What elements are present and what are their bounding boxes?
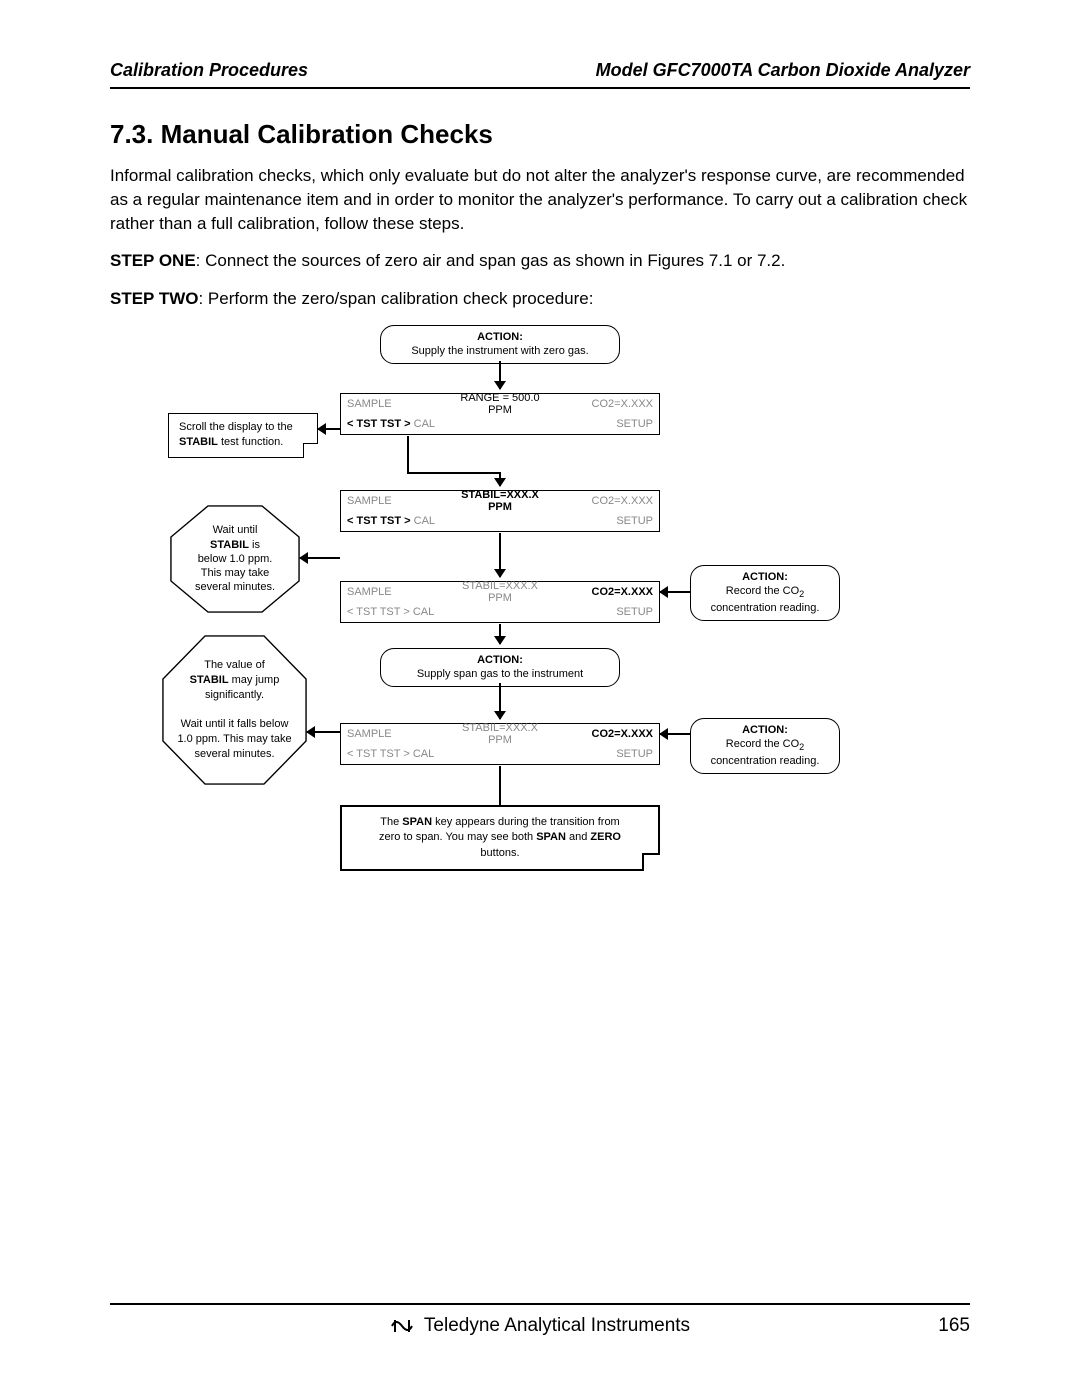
section-title: 7.3. Manual Calibration Checks bbox=[110, 119, 970, 150]
final-note-span-key: The SPAN key appears during the transiti… bbox=[340, 805, 660, 871]
action-record-co2-1: ACTION: Record the CO2 concentration rea… bbox=[690, 565, 840, 621]
intro-paragraph: Informal calibration checks, which only … bbox=[110, 164, 970, 235]
step-two-text: : Perform the zero/span calibration chec… bbox=[198, 289, 593, 308]
action-record-co2-2: ACTION: Record the CO2 concentration rea… bbox=[690, 718, 840, 774]
header-right: Model GFC7000TA Carbon Dioxide Analyzer bbox=[596, 60, 970, 81]
note-scroll-stabil: Scroll the display to the STABIL test fu… bbox=[168, 413, 318, 458]
footer-page-number: 165 bbox=[938, 1315, 970, 1337]
page-header: Calibration Procedures Model GFC7000TA C… bbox=[110, 60, 970, 89]
screen-box-3: SAMPLE STABIL=XXX.X PPM CO2=X.XXX < TST … bbox=[340, 581, 660, 623]
teledyne-logo-icon bbox=[390, 1316, 414, 1336]
octagon-stabil-jump: The value ofSTABIL may jumpsignificantly… bbox=[162, 635, 307, 785]
screen-box-1: SAMPLE RANGE = 500.0 PPM CO2=X.XXX < TST… bbox=[340, 393, 660, 435]
header-left: Calibration Procedures bbox=[110, 60, 308, 81]
step-one-text: : Connect the sources of zero air and sp… bbox=[196, 251, 786, 270]
flowchart-diagram: ACTION: Supply the instrument with zero … bbox=[110, 325, 970, 895]
screen-box-2: SAMPLE STABIL=XXX.X PPM CO2=X.XXX < TST … bbox=[340, 490, 660, 532]
page-footer: Teledyne Analytical Instruments 165 bbox=[110, 1303, 970, 1337]
screen-box-4: SAMPLE STABIL=XXX.X PPM CO2=X.XXX < TST … bbox=[340, 723, 660, 765]
step-two-label: STEP TWO bbox=[110, 289, 198, 308]
step-one-label: STEP ONE bbox=[110, 251, 196, 270]
action-span-gas: ACTION: Supply span gas to the instrumen… bbox=[380, 648, 620, 687]
footer-company: Teledyne Analytical Instruments bbox=[424, 1315, 690, 1337]
octagon-wait-stabil: Wait untilSTABIL isbelow 1.0 ppm.This ma… bbox=[170, 505, 300, 613]
action-zero-gas: ACTION: Supply the instrument with zero … bbox=[380, 325, 620, 364]
step-two: STEP TWO: Perform the zero/span calibrat… bbox=[110, 287, 970, 311]
step-one: STEP ONE: Connect the sources of zero ai… bbox=[110, 249, 970, 273]
